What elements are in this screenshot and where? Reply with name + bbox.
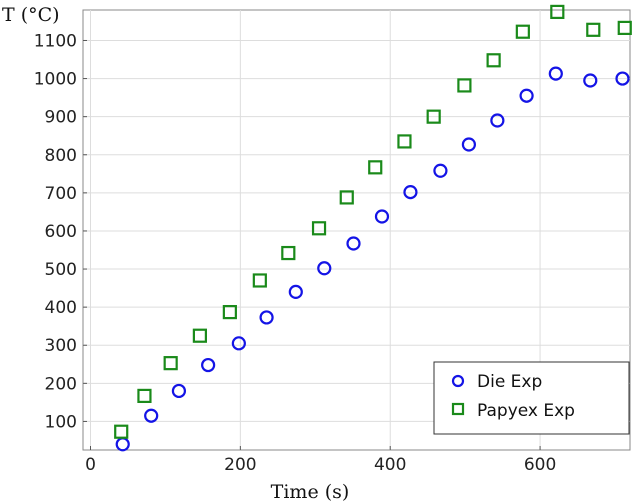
data-point-die-exp — [433, 163, 448, 178]
data-point-papyex-exp — [426, 109, 441, 124]
y-tick-label: 900 — [45, 108, 77, 128]
data-point-papyex-exp — [486, 53, 501, 68]
y-axis-ticks: 100 200 300 400 500 600 700 800 900 1000 1100 — [34, 31, 87, 432]
data-point-die-exp — [231, 336, 246, 351]
data-point-papyex-exp — [137, 388, 152, 404]
data-point-die-exp — [374, 209, 390, 224]
x-axis-ticks: 0 200 400 600 — [85, 446, 556, 475]
y-tick-label: 1100 — [34, 31, 77, 51]
data-marks — [114, 4, 632, 452]
data-point-die-exp — [490, 113, 505, 128]
data-point-papyex-exp — [252, 273, 267, 288]
x-tick-label: 600 — [524, 455, 556, 475]
data-point-papyex-exp — [586, 22, 601, 37]
y-tick-label: 100 — [45, 412, 77, 432]
data-point-die-exp — [461, 137, 476, 152]
x-tick-label: 200 — [224, 455, 256, 475]
data-point-papyex-exp — [339, 190, 354, 205]
data-point-die-exp — [288, 284, 303, 300]
y-tick-label: 400 — [45, 298, 77, 318]
y-tick-label: 500 — [45, 260, 77, 280]
y-tick-label: 800 — [45, 146, 77, 166]
data-point-die-exp — [583, 73, 598, 88]
x-tick-label: 0 — [85, 455, 96, 475]
data-point-papyex-exp — [397, 134, 412, 149]
y-axis-title: T (°C) — [2, 4, 60, 26]
data-point-die-exp — [201, 357, 216, 373]
data-point-die-exp — [171, 383, 187, 399]
data-point-papyex-exp — [222, 304, 237, 320]
y-tick-label: 200 — [45, 374, 77, 394]
data-point-papyex-exp — [515, 24, 530, 39]
data-point-die-exp — [519, 88, 534, 103]
data-point-die-exp — [346, 236, 361, 251]
data-point-papyex-exp — [311, 221, 327, 236]
legend: Die Exp Papyex Exp — [433, 361, 630, 435]
data-point-papyex-exp — [617, 20, 632, 36]
data-point-die-exp — [615, 71, 630, 86]
data-point-papyex-exp — [281, 245, 296, 261]
data-point-die-exp — [548, 66, 563, 81]
legend-label-die: Die Exp — [477, 372, 542, 392]
y-tick-label: 1000 — [34, 70, 77, 90]
data-point-papyex-exp — [457, 78, 472, 93]
data-point-papyex-exp — [368, 160, 383, 175]
data-point-papyex-exp — [550, 4, 565, 20]
x-tick-label: 400 — [374, 455, 406, 475]
y-tick-label: 300 — [45, 336, 77, 356]
legend-marker-die — [451, 374, 465, 388]
data-point-papyex-exp — [163, 356, 178, 371]
data-point-papyex-exp — [114, 424, 129, 439]
legend-marker-papyex — [451, 402, 465, 416]
data-point-die-exp — [259, 310, 274, 325]
y-tick-label: 700 — [45, 184, 77, 204]
data-point-die-exp — [317, 261, 332, 276]
data-point-die-exp — [403, 184, 418, 200]
x-axis-title: Time (s) — [271, 481, 350, 503]
legend-label-papyex: Papyex Exp — [477, 401, 575, 421]
legend-box — [433, 361, 630, 435]
data-point-die-exp — [144, 408, 159, 423]
y-tick-label: 600 — [45, 222, 77, 242]
data-point-papyex-exp — [192, 328, 207, 343]
